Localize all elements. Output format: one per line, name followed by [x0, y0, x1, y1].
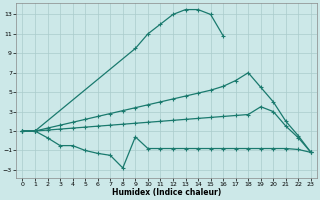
X-axis label: Humidex (Indice chaleur): Humidex (Indice chaleur) [112, 188, 221, 197]
